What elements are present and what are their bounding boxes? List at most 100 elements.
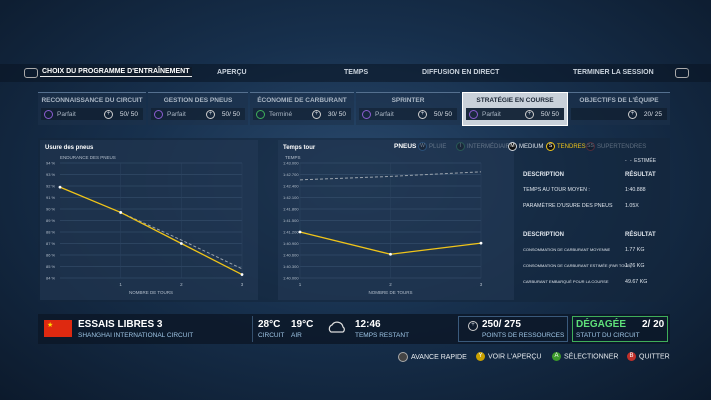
data-point bbox=[58, 185, 62, 189]
session-name: ESSAIS LIBRES 3 bbox=[78, 319, 163, 330]
program-tab[interactable]: OBJECTIFS DE L'ÉQUIPE +20/ 25 bbox=[568, 92, 670, 125]
data-point bbox=[179, 242, 183, 245]
plus-icon: + bbox=[312, 110, 321, 119]
y-tick-label: 85 % bbox=[46, 264, 56, 269]
program-name: SPRINTER bbox=[391, 97, 425, 104]
y-tick-label: 90 % bbox=[46, 207, 56, 212]
result-label: TEMPS AU TOUR MOYEN : bbox=[523, 187, 590, 193]
tyre-compound[interactable]: W PLUIE bbox=[418, 142, 446, 151]
result-label: CONSOMMATION DE CARBURANT ESTIMÉE (PAR T… bbox=[523, 263, 632, 268]
data-point bbox=[298, 230, 302, 234]
nav-item[interactable]: CHOIX DU PROGRAMME D'ENTRAÎNEMENT bbox=[40, 67, 192, 77]
result-label: CONSOMMATION DE CARBURANT MOYENNE bbox=[523, 247, 611, 252]
x-axis-label: NOMBRE DE TOURS bbox=[129, 290, 173, 295]
nav-item[interactable]: TEMPS bbox=[344, 69, 369, 76]
top-nav: CHOIX DU PROGRAMME D'ENTRAÎNEMENT APERÇU… bbox=[0, 64, 711, 82]
control[interactable]: A SÉLECTIONNER bbox=[552, 352, 618, 361]
y-tick-label: 1:42.100 bbox=[283, 195, 299, 200]
y-tick-label: 94 % bbox=[46, 161, 56, 166]
program-row: Parfait +50/ 50 bbox=[151, 108, 245, 120]
program-row: Parfait +50/ 50 bbox=[466, 108, 564, 120]
control-label: AVANCE RAPIDE bbox=[411, 353, 467, 361]
program-name: GESTION DES PNEUS bbox=[163, 97, 233, 104]
data-point bbox=[119, 211, 123, 214]
cloud-icon bbox=[328, 321, 345, 333]
tyre-label: PNEUS bbox=[394, 143, 417, 150]
program-status: Parfait bbox=[375, 111, 394, 118]
y-tick-label: 1:42.700 bbox=[283, 172, 299, 177]
status-count: 2/ 20 bbox=[642, 319, 665, 330]
program-tab[interactable]: GESTION DES PNEUS Parfait +50/ 50 bbox=[148, 92, 248, 125]
series-line bbox=[59, 186, 243, 276]
program-score: 20/ 25 bbox=[643, 111, 662, 118]
y-tick-label: 89 % bbox=[46, 218, 56, 223]
tyre-compound[interactable]: M MEDIUM bbox=[508, 142, 543, 151]
program-name: OBJECTIFS DE L'ÉQUIPE bbox=[579, 97, 659, 104]
y-tick-label: 1:41.800 bbox=[283, 207, 299, 212]
estimate-legend: - - ESTIMÉE bbox=[625, 158, 657, 164]
result-header: DESCRIPTION bbox=[523, 232, 565, 238]
nav-item[interactable]: TERMINER LA SESSION bbox=[573, 69, 654, 76]
program-row: Parfait +50/ 50 bbox=[359, 108, 457, 120]
y-tick-label: 1:40.600 bbox=[283, 253, 299, 258]
y-tick-label: 91 % bbox=[46, 195, 56, 200]
result-label: PARAMÈTRE D'USURE DES PNEUS bbox=[523, 203, 613, 209]
status-icon bbox=[362, 110, 371, 119]
program-tab[interactable]: SPRINTER Parfait +50/ 50 bbox=[356, 92, 460, 125]
plus-icon: + bbox=[104, 110, 113, 119]
tyre-name: PLUIE bbox=[429, 144, 447, 151]
result-label: CARBURANT EMBARQUÉ POUR LA COURSE bbox=[523, 279, 609, 284]
chart-panel bbox=[40, 140, 258, 300]
chart-title: Usure des pneus bbox=[45, 145, 94, 151]
tyre-compound[interactable]: SS SUPERTENDRES bbox=[586, 142, 646, 151]
program-status: Parfait bbox=[167, 111, 186, 118]
plus-icon: + bbox=[418, 110, 427, 119]
result-value: 1.76 KG bbox=[625, 263, 645, 269]
program-status: Terminé bbox=[269, 111, 293, 118]
resource-points: 250/ 275 bbox=[482, 319, 521, 330]
control[interactable]: Y VOIR L'APERÇU bbox=[476, 352, 541, 361]
program-status: Parfait bbox=[482, 111, 501, 118]
program-tab[interactable]: ÉCONOMIE DE CARBURANT Terminé +30/ 50 bbox=[250, 92, 354, 125]
data-point bbox=[389, 252, 392, 256]
program-tab[interactable]: STRATÉGIE EN COURSE Parfait +50/ 50 bbox=[462, 92, 568, 126]
tyre-icon: S bbox=[546, 142, 555, 151]
result-header: RÉSULTAT bbox=[625, 232, 656, 238]
points-icon: + bbox=[468, 321, 478, 331]
program-name: ÉCONOMIE DE CARBURANT bbox=[257, 97, 347, 104]
y-tick-label: 1:42.400 bbox=[283, 184, 299, 189]
nav-item[interactable]: APERÇU bbox=[217, 69, 247, 76]
result-value: 1.77 KG bbox=[625, 247, 645, 253]
nav-item[interactable]: DIFFUSION EN DIRECT bbox=[422, 69, 500, 76]
button-icon: Y bbox=[476, 352, 485, 361]
program-tab[interactable]: RECONNAISSANCE DU CIRCUIT Parfait +50/ 50 bbox=[38, 92, 146, 125]
x-tick-label: 2 bbox=[180, 282, 183, 287]
control[interactable]: AVANCE RAPIDE bbox=[398, 352, 467, 362]
tyre-icon: M bbox=[508, 142, 517, 151]
x-tick-label: 2 bbox=[389, 282, 392, 287]
x-tick-label: 1 bbox=[299, 282, 302, 287]
track-status: DÉGAGÉE bbox=[576, 319, 627, 330]
estimate-line bbox=[299, 171, 482, 181]
flag: ★ bbox=[44, 320, 72, 337]
x-tick-label: 3 bbox=[241, 282, 244, 287]
tyre-compound[interactable]: S TENDRES bbox=[546, 142, 586, 151]
program-score: 50/ 50 bbox=[221, 111, 240, 118]
program-status: Parfait bbox=[57, 111, 76, 118]
control[interactable]: B QUITTER bbox=[627, 352, 670, 361]
estimate-line bbox=[120, 211, 243, 270]
plus-icon: + bbox=[628, 110, 637, 119]
y-tick-label: 1:43.000 bbox=[283, 161, 299, 166]
data-panel bbox=[38, 138, 670, 302]
program-name: STRATÉGIE EN COURSE bbox=[476, 97, 554, 104]
plus-icon: + bbox=[206, 110, 215, 119]
program-name: RECONNAISSANCE DU CIRCUIT bbox=[41, 97, 143, 104]
tyre-name: INTERMÉDIAIRE bbox=[467, 144, 515, 151]
air-temp: 19°C bbox=[291, 319, 314, 330]
status-icon bbox=[256, 110, 265, 119]
status-label: STATUT DU CIRCUIT bbox=[576, 332, 640, 339]
y-tick-label: 87 % bbox=[46, 241, 56, 246]
tyre-compound[interactable]: I INTERMÉDIAIRE bbox=[456, 142, 514, 151]
